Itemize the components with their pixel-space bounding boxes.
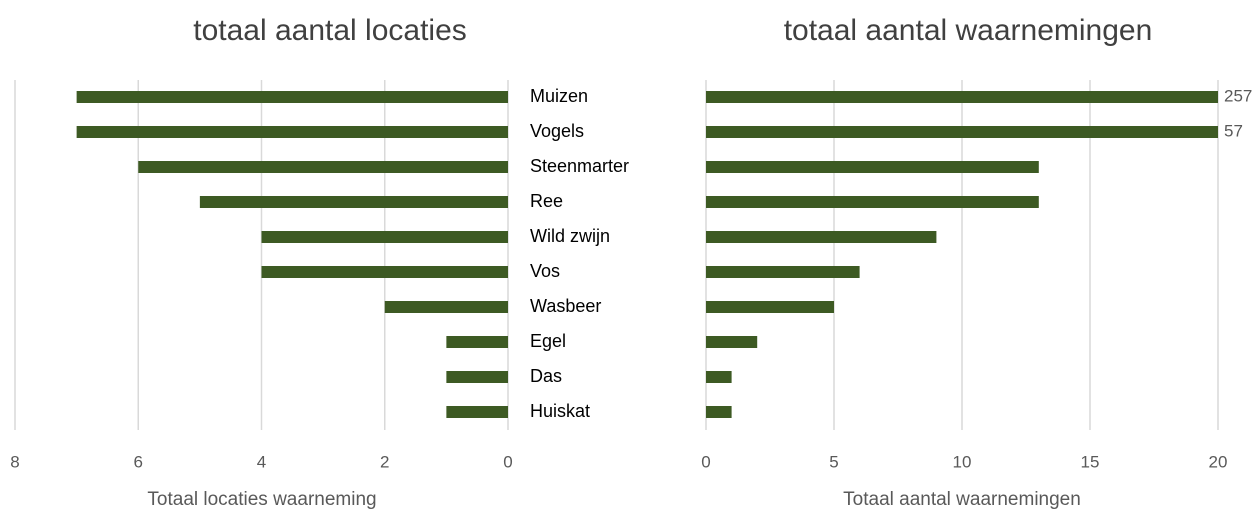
x-tick-label: 4 xyxy=(257,452,266,471)
category-label: Vos xyxy=(530,261,560,281)
category-label: Das xyxy=(530,366,562,386)
bar xyxy=(706,161,1039,173)
category-label: Egel xyxy=(530,331,566,351)
category-label: Steenmarter xyxy=(530,156,629,176)
bar xyxy=(706,196,1039,208)
bar xyxy=(446,406,508,418)
chart-title: totaal aantal waarnemingen xyxy=(784,14,1153,47)
bar xyxy=(76,126,508,138)
x-tick-label: 20 xyxy=(1209,452,1228,471)
x-tick-label: 2 xyxy=(380,452,389,471)
bar xyxy=(199,196,508,208)
category-label: Muizen xyxy=(530,86,588,106)
x-tick-label: 5 xyxy=(829,452,838,471)
chart-title: totaal aantal locaties xyxy=(193,14,467,47)
bar xyxy=(706,126,1218,138)
data-label: 57 xyxy=(1224,121,1243,140)
bar xyxy=(76,91,508,103)
bar xyxy=(706,336,758,348)
x-axis-title: Totaal locaties waarneming xyxy=(147,489,376,510)
bar xyxy=(261,231,508,243)
bar xyxy=(706,301,834,313)
x-tick-label: 10 xyxy=(953,452,972,471)
x-axis-title: Totaal aantal waarnemingen xyxy=(843,489,1081,510)
bar xyxy=(384,301,508,313)
x-tick-label: 15 xyxy=(1081,452,1100,471)
bar xyxy=(706,371,732,383)
x-tick-label: 0 xyxy=(701,452,710,471)
bar xyxy=(706,231,937,243)
bar xyxy=(706,266,860,278)
bar xyxy=(446,371,508,383)
data-label: 257 xyxy=(1224,86,1252,105)
x-tick-label: 8 xyxy=(10,452,19,471)
bar xyxy=(446,336,508,348)
bars xyxy=(706,91,1218,418)
bar xyxy=(706,406,732,418)
bar xyxy=(138,161,508,173)
category-label: Wasbeer xyxy=(530,296,601,316)
category-label: Wild zwijn xyxy=(530,226,610,246)
x-tick-label: 0 xyxy=(503,452,512,471)
category-label: Huiskat xyxy=(530,401,590,421)
bar xyxy=(261,266,508,278)
category-label: Vogels xyxy=(530,121,584,141)
bar xyxy=(706,91,1218,103)
category-label: Ree xyxy=(530,191,563,211)
x-tick-label: 6 xyxy=(134,452,143,471)
